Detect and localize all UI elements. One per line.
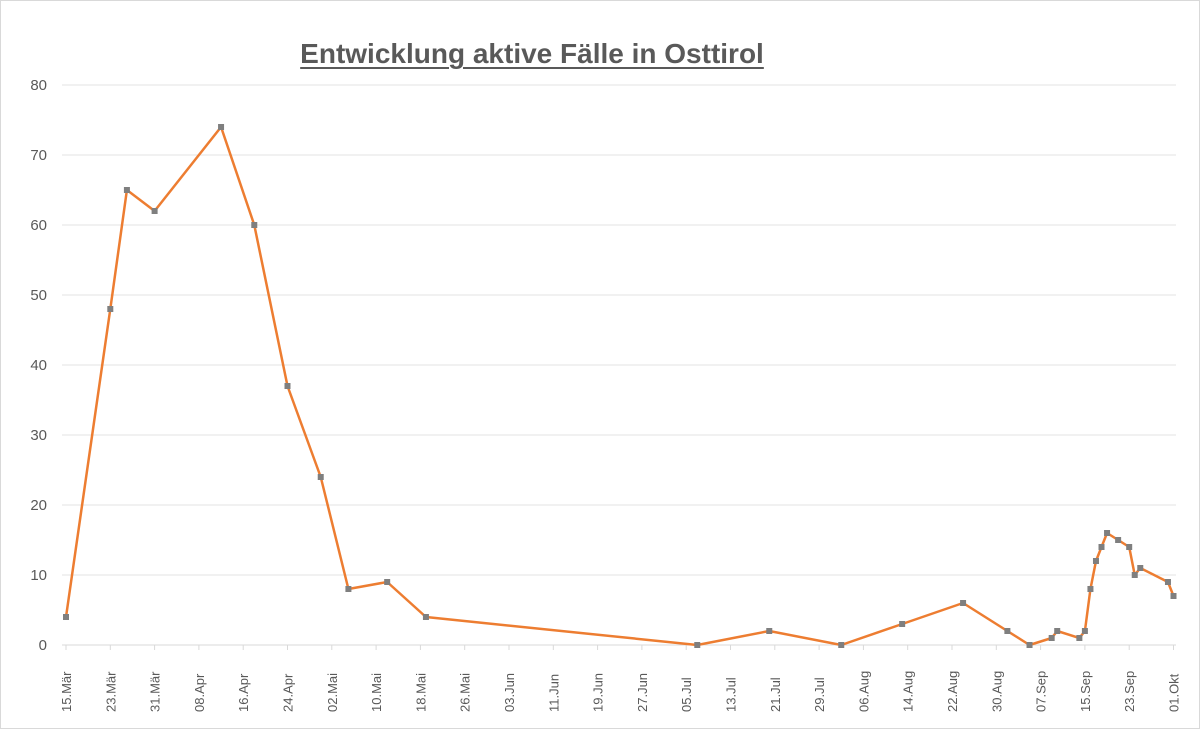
x-tick-label: 21.Jul [768,677,783,712]
data-point-marker [1164,579,1171,585]
x-tick-label: 22.Aug [945,671,960,712]
data-point-marker [1131,572,1138,578]
y-tick-label: 10 [30,567,47,584]
data-point-marker [151,208,158,214]
data-point-marker [1104,530,1111,536]
y-tick-label: 40 [30,357,47,374]
y-tick-label: 80 [30,77,47,94]
data-point-marker [345,586,352,592]
data-point-marker [838,642,845,648]
data-point-marker [317,474,324,480]
x-tick-label: 27.Jun [635,673,650,712]
data-point-marker [960,600,967,606]
y-tick-label: 50 [30,287,47,304]
data-point-marker [1004,628,1011,634]
data-point-marker [1115,537,1122,543]
chart-title: Entwicklung aktive Fälle in Osttirol [300,38,764,69]
data-point-marker [284,383,291,389]
x-tick-label: 26.Mai [458,673,473,712]
x-tick-label: 10.Mai [369,673,384,712]
data-point-marker [1076,635,1083,641]
y-tick-label: 20 [30,497,47,514]
data-point-marker [123,187,130,193]
data-point-marker [1081,628,1088,634]
x-tick-label: 08.Apr [192,673,207,712]
x-tick-label: 15.Mär [59,671,74,712]
series-aktive-faelle [63,124,1177,648]
x-tick-label: 30.Aug [989,671,1004,712]
data-point-marker [1098,544,1105,550]
x-tick-label: 18.Mai [413,673,428,712]
data-point-marker [1087,586,1094,592]
data-point-marker [63,614,69,620]
x-tick-label: 16.Apr [236,673,251,712]
x-tick-label: 23.Mär [103,671,118,712]
x-tick-label: 24.Apr [281,673,296,712]
x-tick-label: 11.Jun [546,674,561,712]
data-point-marker [1026,642,1033,648]
data-point-marker [384,579,391,585]
data-point-marker [251,222,258,228]
x-tick-label: 07.Sep [1034,671,1049,712]
y-tick-label: 30 [30,427,47,444]
y-tick-label: 70 [30,147,47,164]
x-tick-label: 13.Jul [724,677,739,712]
data-point-marker [1137,565,1144,571]
data-point-marker [1170,593,1177,599]
gridlines [62,84,1176,646]
data-point-marker [766,628,773,634]
x-tick-label: 03.Jun [502,673,517,712]
x-tick-label: 31.Mär [148,671,163,712]
y-tick-label: 0 [39,637,47,654]
data-point-marker [422,614,429,620]
data-point-marker [694,642,701,648]
x-tick-label: 29.Jul [812,677,827,712]
x-tick-label: 05.Jul [679,677,694,712]
data-point-marker [1126,544,1133,550]
x-tick-label: 19.Jun [591,673,606,712]
data-point-marker [899,621,906,627]
data-point-marker [218,124,225,130]
y-tick-label: 60 [30,217,47,234]
data-point-marker [107,306,114,312]
x-tick-label: 01.Okt [1167,673,1182,712]
y-axis: 0 10 20 30 40 50 60 70 80 [30,77,47,654]
data-point-marker [1054,628,1061,634]
x-axis: 15.Mär 23.Mär 31.Mär 08.Apr 16.Apr 24.Apr 02.M… [59,644,1182,712]
x-tick-label: 15.Sep [1078,671,1093,712]
x-tick-label: 14.Aug [901,671,916,712]
series-line [64,125,1175,647]
x-tick-label: 02.Mai [325,673,340,712]
x-tick-label: 23.Sep [1122,671,1137,712]
x-tick-label: 06.Aug [856,671,871,712]
data-point-marker [1092,558,1099,564]
data-point-marker [1048,635,1055,641]
